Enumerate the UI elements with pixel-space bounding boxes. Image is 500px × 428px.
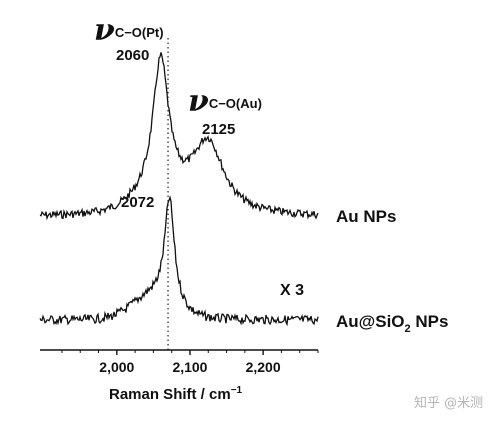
x-tick-label: 2,000: [99, 359, 134, 375]
series-line-ausio2-nps: [39, 195, 319, 327]
series-label-ausio2: Au@SiO2 NPs: [336, 312, 448, 335]
peak-label-2072: 2072: [121, 194, 154, 211]
x-axis-label: Raman Shift / cm−1: [109, 385, 243, 403]
x-axis: 2,000 2,100 2,200: [40, 349, 319, 375]
spectrum-curves: [39, 52, 319, 327]
scale-note: X 3: [280, 282, 304, 299]
mode-label-au: νC−O(Au): [188, 84, 262, 119]
series-label-au: Au NPs: [336, 207, 396, 226]
x-ticks: 2,000 2,100 2,200: [61, 350, 319, 375]
x-tick-label: 2,100: [172, 359, 207, 375]
series-line-au-nps: [39, 52, 319, 221]
watermark: 知乎 @米测: [414, 396, 484, 411]
x-tick-label: 2,200: [246, 359, 281, 375]
peak-label-2125: 2125: [202, 121, 235, 138]
peak-label-2060: 2060: [116, 47, 149, 64]
mode-label-pt: νC−O(Pt): [94, 13, 164, 48]
